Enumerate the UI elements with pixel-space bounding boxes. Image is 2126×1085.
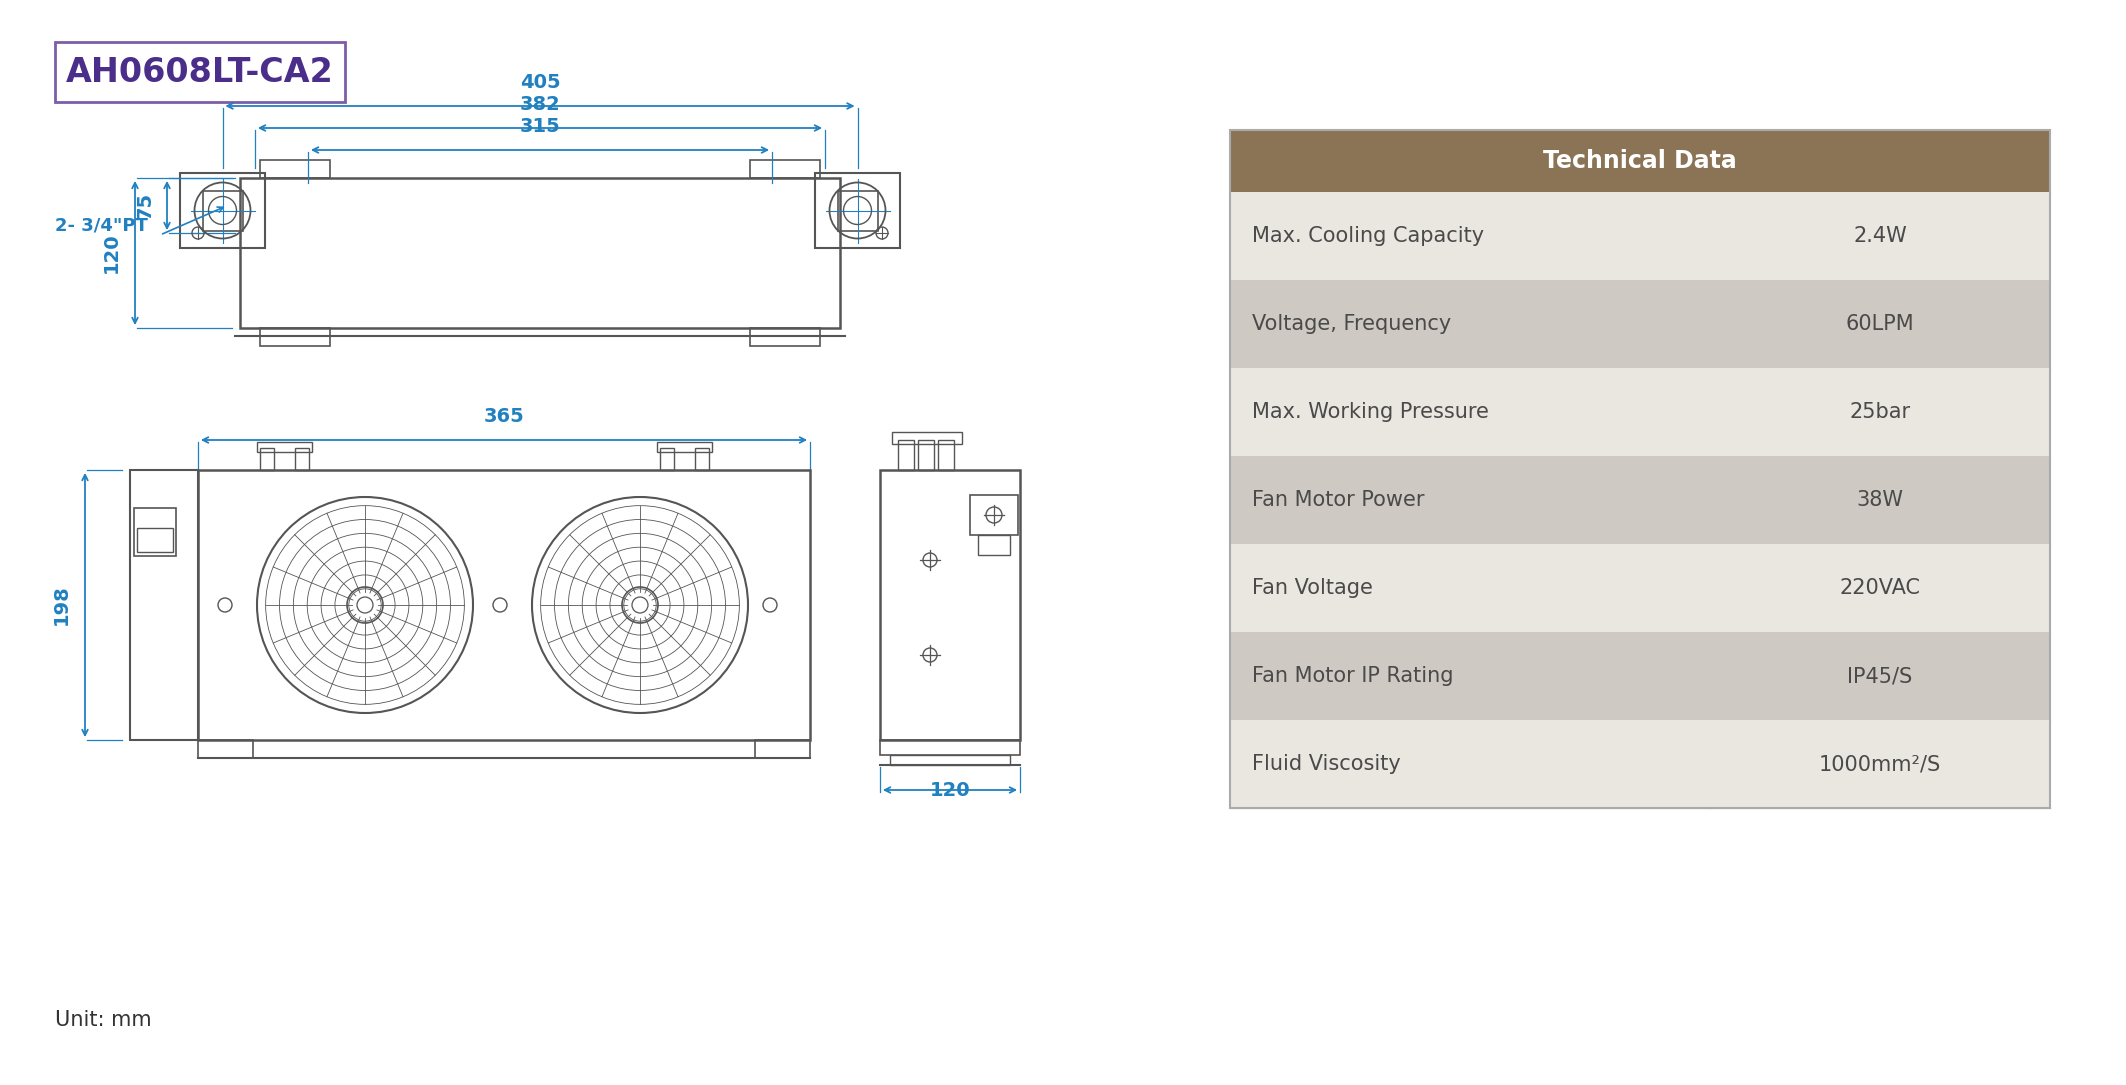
Text: IP45/S: IP45/S xyxy=(1847,666,1913,686)
Text: 38W: 38W xyxy=(1856,490,1903,510)
Bar xyxy=(55,42,344,102)
Text: Max. Working Pressure: Max. Working Pressure xyxy=(1252,403,1488,422)
Text: 1000mm²/S: 1000mm²/S xyxy=(1820,754,1941,774)
Bar xyxy=(296,448,308,470)
Bar xyxy=(838,191,878,230)
Text: AH0608LT-CA2: AH0608LT-CA2 xyxy=(66,55,334,89)
Text: 60LPM: 60LPM xyxy=(1845,314,1913,334)
Bar xyxy=(814,173,899,248)
Text: 315: 315 xyxy=(519,117,561,136)
Bar xyxy=(259,159,330,178)
Bar xyxy=(1231,631,2049,720)
Text: Fan Motor IP Rating: Fan Motor IP Rating xyxy=(1252,666,1454,686)
Bar xyxy=(259,328,330,346)
Text: 120: 120 xyxy=(102,232,121,273)
Bar xyxy=(1231,720,2049,808)
Bar xyxy=(1231,544,2049,631)
Text: 2- 3/4"PT: 2- 3/4"PT xyxy=(55,216,149,234)
Text: 75: 75 xyxy=(136,192,155,219)
Bar xyxy=(893,432,961,444)
Bar xyxy=(1231,280,2049,368)
Bar xyxy=(750,328,821,346)
Text: 2.4W: 2.4W xyxy=(1854,226,1907,246)
Text: Unit: mm: Unit: mm xyxy=(55,1010,151,1030)
Text: Fluid Viscosity: Fluid Viscosity xyxy=(1252,754,1401,774)
Bar xyxy=(202,191,242,230)
Bar xyxy=(750,159,821,178)
Text: 120: 120 xyxy=(929,781,969,800)
Bar xyxy=(1231,456,2049,544)
Text: Voltage, Frequency: Voltage, Frequency xyxy=(1252,314,1452,334)
Bar xyxy=(891,755,1010,765)
Bar xyxy=(897,441,914,470)
Text: 382: 382 xyxy=(519,95,561,114)
Bar xyxy=(969,495,1018,535)
Bar xyxy=(880,470,1020,740)
Bar xyxy=(136,528,172,552)
Text: Technical Data: Technical Data xyxy=(1543,149,1737,173)
Bar xyxy=(198,470,810,740)
Bar xyxy=(880,740,1020,755)
Text: 198: 198 xyxy=(51,585,70,625)
Bar xyxy=(181,173,266,248)
Text: 405: 405 xyxy=(519,73,561,92)
Bar xyxy=(1231,130,2049,192)
Bar xyxy=(1231,368,2049,456)
Bar xyxy=(257,442,313,452)
Text: Max. Cooling Capacity: Max. Cooling Capacity xyxy=(1252,226,1484,246)
Text: 220VAC: 220VAC xyxy=(1839,578,1920,598)
Text: Fan Voltage: Fan Voltage xyxy=(1252,578,1373,598)
Text: 365: 365 xyxy=(483,407,525,426)
Bar xyxy=(1231,192,2049,280)
Bar xyxy=(695,448,708,470)
Bar xyxy=(978,535,1010,556)
Bar xyxy=(755,740,810,758)
Bar xyxy=(657,442,712,452)
Bar xyxy=(938,441,955,470)
Bar xyxy=(918,441,933,470)
Bar xyxy=(659,448,674,470)
Text: Fan Motor Power: Fan Motor Power xyxy=(1252,490,1424,510)
Text: 25bar: 25bar xyxy=(1850,403,1911,422)
Bar xyxy=(259,448,274,470)
Bar xyxy=(198,740,253,758)
Bar xyxy=(240,178,840,328)
Bar xyxy=(134,508,176,556)
Bar xyxy=(1231,130,2049,808)
Bar xyxy=(130,470,198,740)
